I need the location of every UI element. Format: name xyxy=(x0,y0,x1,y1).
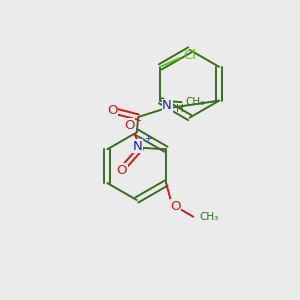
Text: O: O xyxy=(124,119,134,132)
Text: +: + xyxy=(144,134,151,143)
Text: CH₃: CH₃ xyxy=(185,97,204,107)
Text: N: N xyxy=(133,140,142,152)
Text: H: H xyxy=(176,104,183,114)
Text: O: O xyxy=(170,200,181,213)
Text: N: N xyxy=(162,99,172,112)
Text: -: - xyxy=(136,114,141,127)
Text: O: O xyxy=(107,104,118,117)
Text: Cl: Cl xyxy=(184,49,197,62)
Text: CH₃: CH₃ xyxy=(200,212,219,222)
Text: O: O xyxy=(117,164,127,177)
